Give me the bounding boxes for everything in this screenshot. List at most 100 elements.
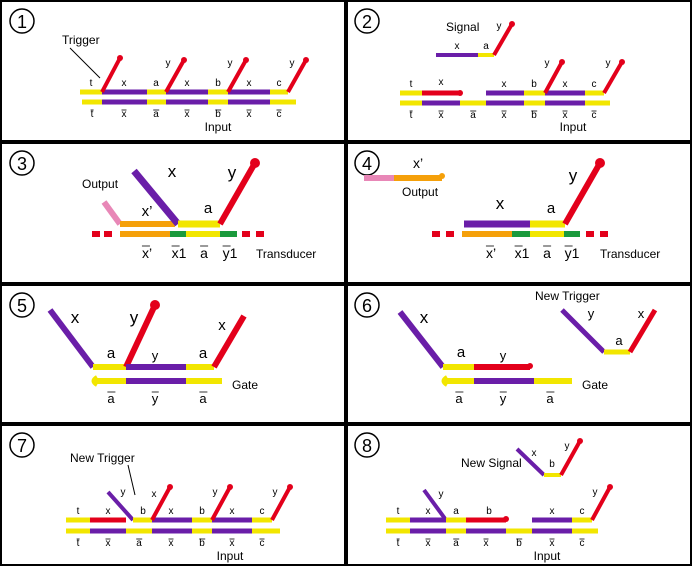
domain-label: c	[277, 109, 282, 120]
trigger-label: Trigger	[62, 33, 100, 47]
strand-end	[619, 59, 625, 65]
domain-label: a	[199, 345, 208, 362]
strand-end	[243, 57, 249, 63]
panel-1-number: 1	[17, 12, 27, 32]
purple-arm-x	[515, 447, 546, 477]
domain-label: x	[455, 41, 460, 52]
purple-arm-y	[106, 490, 135, 522]
output-tail-pink	[101, 200, 123, 226]
new-trigger-pointer-line	[127, 464, 136, 496]
domain-label: x	[71, 308, 80, 327]
strand-end	[250, 158, 260, 168]
domain-label: x’	[142, 203, 153, 220]
panel-2-number-circle	[354, 8, 380, 34]
domain-label: t	[397, 506, 400, 517]
panel-6-border	[346, 284, 692, 424]
domain-label: y	[166, 58, 171, 69]
domain-label: a	[470, 110, 476, 121]
panel-5-number-circle	[9, 292, 35, 318]
domain-label: x	[496, 194, 505, 213]
domain-label: a	[543, 245, 551, 261]
domain-label: y	[569, 166, 578, 185]
domain-label: x	[439, 77, 444, 88]
panel-8-number-circle	[354, 432, 380, 458]
domain-label: b	[140, 506, 146, 517]
domain-label: x	[169, 538, 174, 549]
domain-label: b	[215, 109, 221, 120]
hairpin-red	[559, 440, 582, 476]
arm-red	[211, 314, 247, 369]
domain-label: c	[260, 506, 265, 517]
hairpin-red	[164, 59, 186, 93]
domain-label: x	[532, 448, 537, 459]
strand-end	[595, 158, 605, 168]
domain-label: y	[213, 487, 218, 498]
domain-label: y	[497, 21, 502, 32]
domain-label: x	[550, 538, 555, 549]
domain-label: b	[516, 538, 522, 549]
hairpin-red	[562, 161, 603, 226]
panel-1-border	[0, 0, 346, 142]
domain-label: x	[218, 317, 226, 334]
strand-end	[117, 55, 123, 61]
purple-arm-y	[560, 308, 606, 354]
domain-label: a	[153, 109, 159, 120]
strand-end	[607, 484, 613, 490]
domain-label: a	[615, 333, 623, 348]
strand-end	[303, 57, 309, 63]
panel-5: 5 x y a y a x a y a Gate	[0, 284, 346, 424]
purple-arm-y	[422, 488, 448, 522]
domain-label: x1	[515, 245, 530, 261]
strand-end	[287, 484, 293, 490]
gate-label: Gate	[232, 378, 258, 392]
domain-label: x	[439, 110, 444, 121]
domain-label: x	[420, 308, 429, 327]
gate-label: Gate	[582, 378, 608, 392]
panel-2-border	[346, 0, 692, 142]
domain-label: y	[500, 391, 507, 406]
output-label: Output	[402, 185, 439, 199]
domain-label: a	[483, 41, 489, 52]
panel-4: 4 x’ Output x a y x’ x1 a y1 Transducer	[346, 142, 692, 284]
domain-label: t	[90, 78, 93, 89]
signal-label: Signal	[446, 20, 479, 34]
hairpin-red	[226, 59, 248, 93]
panel-4-number: 4	[362, 154, 372, 174]
domain-label: a	[547, 200, 556, 217]
domain-label: x	[169, 506, 174, 517]
trigger-pointer-line	[69, 47, 101, 79]
domain-label: y	[290, 58, 295, 69]
domain-label: x	[563, 79, 568, 90]
input-label: Input	[217, 549, 244, 563]
domain-label: y1	[565, 245, 580, 261]
purple-arm-x	[47, 308, 96, 369]
domain-label: b	[486, 506, 492, 517]
domain-label: a	[107, 391, 115, 406]
domain-label: y	[228, 163, 237, 182]
domain-label: y	[130, 308, 139, 327]
strand-end	[559, 59, 565, 65]
domain-label: b	[549, 459, 555, 470]
domain-label: a	[200, 245, 208, 261]
domain-label: c	[277, 78, 282, 89]
domain-label: x	[152, 489, 157, 500]
domain-label: y	[121, 487, 126, 498]
panel-1-number-circle	[9, 8, 35, 34]
domain-label: a	[546, 391, 554, 406]
domain-label: x	[106, 506, 111, 517]
domain-label: b	[531, 79, 537, 90]
arm-red	[627, 308, 658, 354]
domain-label: c	[592, 79, 597, 90]
domain-label: x	[247, 109, 252, 120]
domain-label: x’	[413, 155, 423, 171]
hairpin-red	[492, 22, 514, 57]
domain-label: t	[91, 109, 94, 120]
panel-3-number: 3	[17, 154, 27, 174]
panel-2-number: 2	[362, 12, 372, 32]
purple-arm-x	[131, 168, 181, 227]
domain-label: x’	[142, 245, 152, 261]
domain-label: a	[199, 391, 207, 406]
hairpin-red	[590, 486, 612, 521]
panel-6: 6 New Trigger x a y y x a a y a Gate	[346, 284, 692, 424]
domain-label: c	[580, 538, 585, 549]
